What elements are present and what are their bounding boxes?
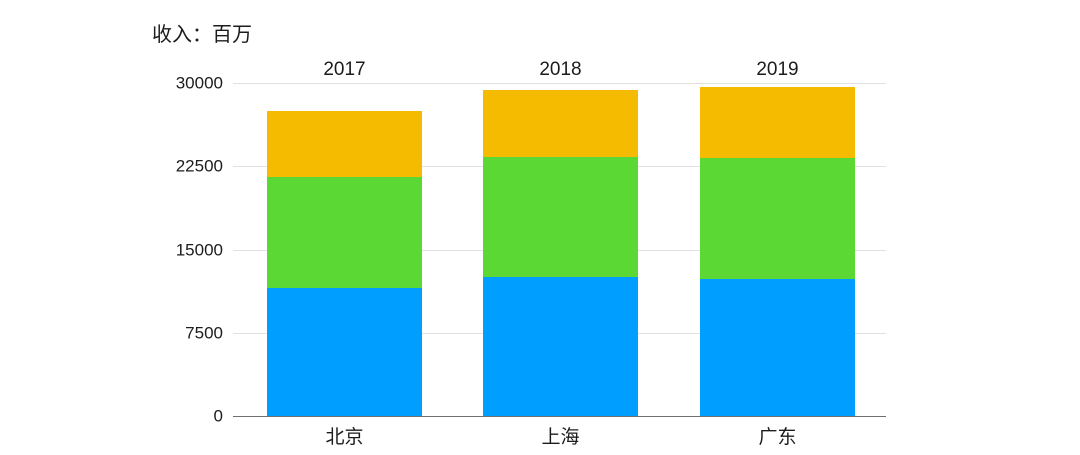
y-axis-tick-label: 22500	[175, 156, 223, 176]
bar-segment-blue-bottom-segment	[700, 279, 855, 416]
bar-top-year-label: 2017	[323, 59, 366, 80]
y-axis-tick-label: 7500	[185, 323, 223, 343]
x-axis-line	[233, 416, 886, 417]
bar-segment-blue-bottom-segment	[483, 277, 638, 416]
y-axis-tick-label: 15000	[175, 240, 223, 259]
bar-segment-blue-bottom-segment	[267, 288, 422, 416]
y-axis-tick-label: 0	[213, 406, 223, 426]
bar-segment-green-middle-segment	[700, 158, 855, 280]
bar-segment-yellow-top-segment	[700, 87, 855, 159]
bar-top-year-label: 2018	[539, 59, 582, 80]
bar-segment-yellow-top-segment	[483, 89, 638, 158]
bar-segment-yellow-top-segment	[267, 110, 422, 178]
gridline-30000	[233, 83, 886, 84]
bar-segment-green-middle-segment	[483, 157, 638, 278]
bar-top-year-label: 2019	[756, 59, 799, 80]
x-axis-category-label: 北京	[325, 427, 364, 448]
x-axis-category-label: 上海	[541, 427, 580, 448]
x-axis-category-label: 广东	[758, 427, 797, 448]
bar-segment-green-middle-segment	[267, 177, 422, 289]
chart-title: 收入：百万	[152, 24, 252, 46]
y-axis-tick-label: 30000	[175, 73, 223, 93]
